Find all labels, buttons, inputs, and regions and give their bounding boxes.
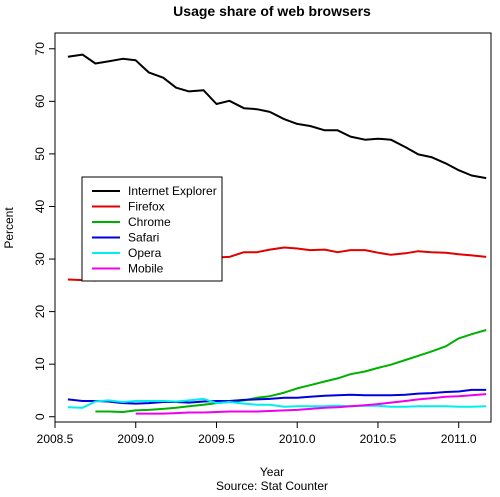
y-tick-label: 50 — [33, 147, 47, 161]
y-axis-label: Percent — [2, 207, 16, 249]
y-tick-label: 10 — [33, 357, 47, 371]
plot-frame — [54, 32, 492, 423]
series-line-chrome — [95, 329, 487, 413]
x-tick-label: 2010.0 — [279, 432, 316, 446]
x-tick-label: 2011.0 — [441, 432, 477, 446]
x-tick-label: 2008.5 — [37, 432, 74, 446]
series-line-mobile — [135, 393, 487, 415]
source-note: Source: Stat Counter — [216, 479, 328, 493]
x-axis: 2008.5 2009.0 2009.5 2010.0 2010.5 2011.0 — [37, 422, 477, 446]
chart-title: Usage share of web browsers — [173, 3, 371, 19]
y-tick-label: 60 — [33, 94, 47, 108]
series-line-safari — [67, 388, 487, 405]
legend-label: Opera — [128, 246, 162, 260]
y-tick-label: 30 — [33, 252, 47, 266]
y-tick-label: 20 — [33, 305, 47, 319]
x-axis-label: Year — [260, 465, 284, 479]
y-axis: 0 10 20 30 40 50 60 70 — [33, 42, 55, 420]
y-tick-label: 70 — [33, 42, 47, 56]
legend-label: Firefox — [128, 200, 165, 214]
legend-label: Internet Explorer — [128, 184, 217, 198]
series-line-internet-explorer — [67, 53, 487, 180]
y-tick-label: 40 — [33, 199, 47, 213]
x-tick-label: 2010.5 — [360, 432, 397, 446]
y-tick-label: 0 — [33, 413, 47, 420]
x-tick-label: 2009.5 — [198, 432, 235, 446]
legend-label: Mobile — [128, 262, 164, 276]
legend-label: Chrome — [128, 215, 171, 229]
x-tick-label: 2009.0 — [117, 432, 154, 446]
legend-box — [81, 176, 223, 282]
legend-label: Safari — [128, 231, 159, 245]
series-line-opera — [67, 397, 487, 409]
